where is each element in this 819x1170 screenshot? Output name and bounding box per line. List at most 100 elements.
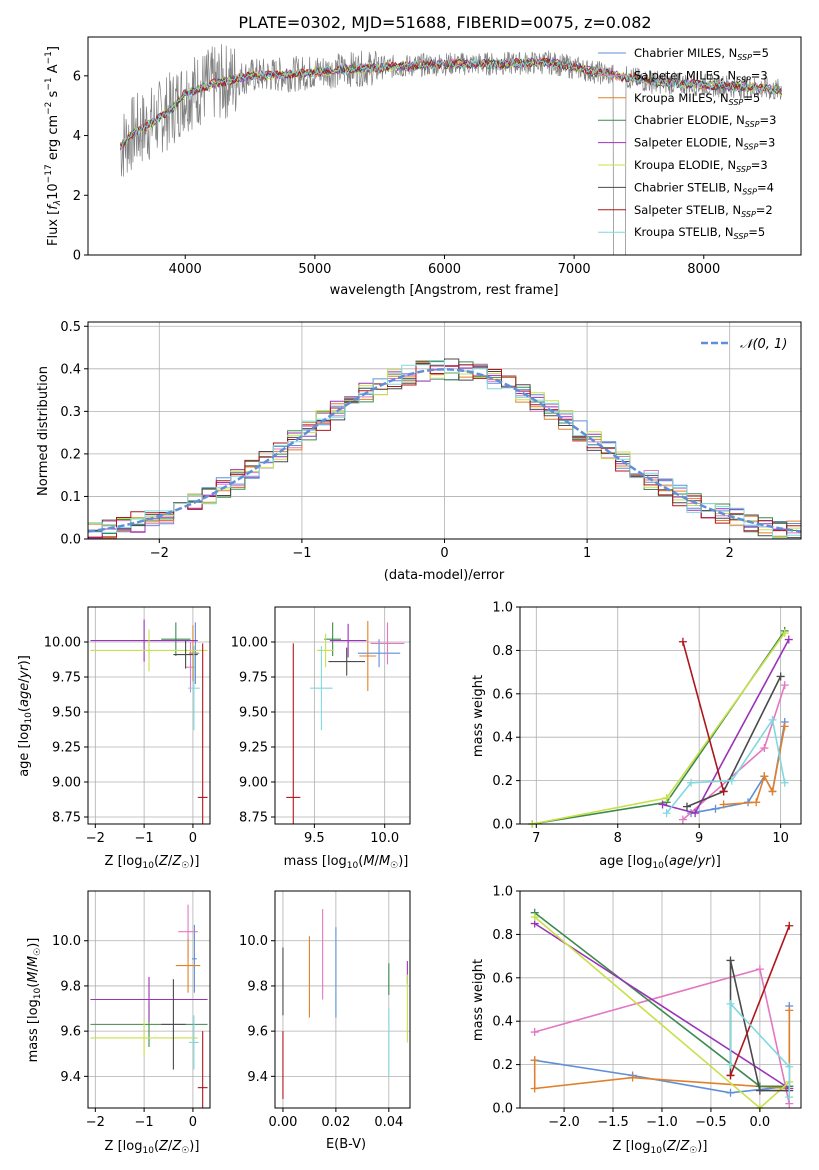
series-marker xyxy=(658,800,667,809)
residuals-xlabel: (data-model)/error xyxy=(384,568,505,583)
y-tick-label: 9.75 xyxy=(239,671,268,686)
x-tick-label: 6000 xyxy=(428,262,461,277)
massweight-vs-Z-xlabel: Z [log10(Z/Z☉)] xyxy=(613,1139,708,1156)
age-vs-Z-xlabel: Z [log10(Z/Z☉)] xyxy=(105,854,200,871)
series-marker xyxy=(711,804,720,813)
spectrum-xlabel: wavelength [Angstrom, rest frame] xyxy=(330,283,559,298)
x-tick-label: −0.5 xyxy=(695,1115,727,1130)
series-marker xyxy=(760,744,769,753)
x-tick-label: 2 xyxy=(726,546,734,561)
series-marker xyxy=(678,815,687,824)
series-marker xyxy=(726,1060,735,1069)
y-tick-label: 8.75 xyxy=(239,811,268,826)
series-marker xyxy=(785,921,794,930)
series-line xyxy=(532,630,786,825)
series-line xyxy=(729,925,791,1076)
series-marker xyxy=(776,672,785,681)
panel-massweight-vs-age: 7 8 9 10 0.0 0.2 0.4 0.6 0.8 1.0 age [log10(age/y… xyxy=(471,601,802,871)
series-marker xyxy=(726,956,735,965)
y-tick-label: 9.00 xyxy=(52,776,81,791)
age-vs-mass-frame xyxy=(274,606,411,825)
y-tick-label: 9.6 xyxy=(247,1025,268,1040)
panel-age-vs-Z: −2 −1 0 8.75 9.00 9.25 9.50 9.75 10.00 Z [log10(… xyxy=(17,606,211,871)
series-marker xyxy=(727,776,736,785)
y-tick-label: 0.4 xyxy=(492,731,513,746)
massweight-vs-Z-grid xyxy=(520,890,801,1109)
y-tick-label: 1.0 xyxy=(492,601,513,616)
series-marker xyxy=(780,681,789,690)
y-tick-label: 0.6 xyxy=(492,687,513,702)
y-tick-label: 9.6 xyxy=(60,1025,81,1040)
x-tick-label: 7000 xyxy=(558,262,591,277)
x-tick-label: −1 xyxy=(292,546,311,561)
legend-label: Salpeter MILES, NSSP=3 xyxy=(634,68,768,84)
y-tick-label: 0.0 xyxy=(60,533,81,548)
y-tick-label: 9.50 xyxy=(52,706,81,721)
mass-vs-Z-ylabel: mass [log10(M/M☉)] xyxy=(26,938,43,1063)
x-tick-label: −2 xyxy=(86,1115,105,1130)
x-tick-label: 9 xyxy=(695,831,703,846)
y-tick-label: 9.25 xyxy=(52,741,81,756)
series-marker xyxy=(687,778,696,787)
y-tick-label: 9.4 xyxy=(247,1070,268,1085)
age-vs-mass-grid xyxy=(275,607,410,824)
series-marker xyxy=(785,1062,794,1071)
x-tick-label: 0.04 xyxy=(374,1115,403,1130)
series-marker xyxy=(530,1028,539,1037)
series-line xyxy=(729,1001,791,1098)
series-marker xyxy=(726,1088,735,1097)
massweight-vs-age-xlabel: age [log10(age/yr)] xyxy=(599,854,721,871)
x-tick-label: −2.0 xyxy=(548,1115,580,1130)
mass-vs-Z-ticks: −2 −1 0 9.4 9.6 9.8 10.0 xyxy=(52,934,197,1130)
series-marker xyxy=(678,637,687,646)
mass-vs-Z-plot xyxy=(90,904,208,1108)
age-vs-Z-ylabel: age [log10(age/yr)] xyxy=(17,655,34,777)
y-tick-label: 10.00 xyxy=(44,636,81,651)
age-vs-mass-ticks: 9.5 10.0 8.75 9.00 9.25 9.50 9.75 10.00 xyxy=(231,636,399,847)
series-marker xyxy=(726,999,735,1008)
massweight-vs-Z-frame xyxy=(519,890,802,1109)
residuals-plot xyxy=(87,358,802,540)
spectrum-ylabel: Flux [fλ10−17 erg cm−2 s−1 A−1] xyxy=(44,46,63,246)
y-tick-label: 9.75 xyxy=(52,671,81,686)
series-marker xyxy=(755,965,764,974)
series-marker xyxy=(752,798,761,807)
y-tick-label: 0.4 xyxy=(492,1015,513,1030)
series-marker xyxy=(785,1006,794,1015)
panel-massweight-vs-Z: −2.0 −1.5 −1.0 −0.5 0.0 0.0 0.2 0.4 0.6 0.8 1.0 Z … xyxy=(471,885,802,1156)
age-vs-mass-xlabel: mass [log10(M/M☉)] xyxy=(284,854,409,871)
y-tick-label: 10.00 xyxy=(231,636,268,651)
panel-age-vs-mass: 9.5 10.0 8.75 9.00 9.25 9.50 9.75 10.00 mass [l… xyxy=(231,606,411,871)
x-tick-label: 0.00 xyxy=(268,1115,297,1130)
panel-spectrum: 4000 5000 6000 7000 8000 0 2 4 6 wavelength [Ang… xyxy=(44,36,802,298)
series-marker xyxy=(628,1073,637,1082)
y-tick-label: 6 xyxy=(73,69,81,84)
mass-vs-ebv-xlabel: E(B-V) xyxy=(326,1137,366,1152)
x-tick-label: 0.0 xyxy=(750,1115,771,1130)
x-tick-label: 5000 xyxy=(298,262,331,277)
mass-vs-Z-frame xyxy=(87,890,211,1109)
x-tick-label: −1 xyxy=(135,1115,154,1130)
x-tick-label: 10.0 xyxy=(370,831,399,846)
y-tick-label: 9.00 xyxy=(239,776,268,791)
y-tick-label: 0.2 xyxy=(492,774,513,789)
spectrum-plot xyxy=(120,44,782,256)
legend-label: Salpeter STELIB, NSSP=2 xyxy=(634,203,773,219)
series-marker xyxy=(785,1093,794,1102)
histogram-step xyxy=(88,360,801,539)
residuals-grid xyxy=(88,322,801,540)
gaussian-legend-label: 𝒩(0, 1) xyxy=(740,337,787,352)
series-marker xyxy=(760,772,769,781)
y-tick-label: 9.8 xyxy=(60,979,81,994)
massweight-vs-Z-plot xyxy=(530,908,794,1112)
series-marker xyxy=(719,787,728,796)
y-tick-label: 0.4 xyxy=(60,362,81,377)
series-marker xyxy=(530,1056,539,1065)
y-tick-label: 0.2 xyxy=(492,1058,513,1073)
mass-vs-ebv-grid xyxy=(275,891,410,1108)
x-tick-label: −2 xyxy=(86,831,105,846)
legend-label: Chabrier STELIB, NSSP=4 xyxy=(634,180,774,196)
y-tick-label: 0.6 xyxy=(492,971,513,986)
legend-label: Chabrier ELODIE, NSSP=3 xyxy=(634,113,776,129)
legend-label: Kroupa ELODIE, NSSP=3 xyxy=(634,158,768,174)
